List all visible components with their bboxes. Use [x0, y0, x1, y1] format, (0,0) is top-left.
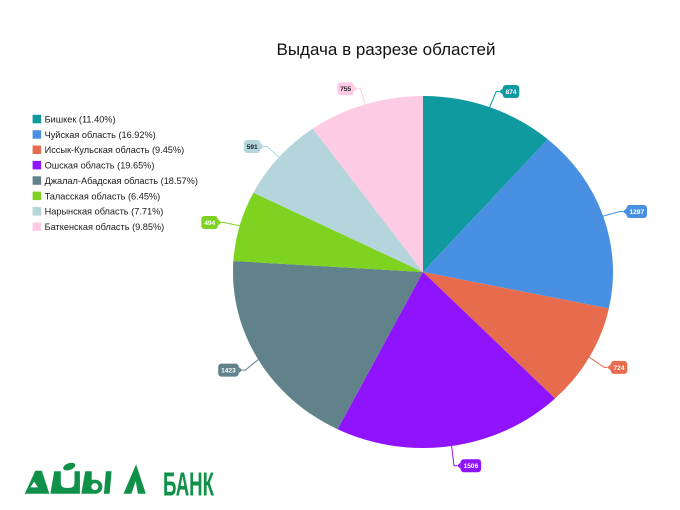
svg-text:1423: 1423	[221, 368, 236, 375]
svg-text:Нарынская область (7.71%): Нарынская область (7.71%)	[45, 207, 164, 217]
svg-text:БАНК: БАНК	[163, 466, 214, 503]
svg-text:755: 755	[340, 86, 351, 93]
svg-text:874: 874	[506, 89, 517, 96]
svg-text:Иссык-Кульская область (9.45%): Иссык-Кульская область (9.45%)	[45, 145, 185, 155]
svg-text:1297: 1297	[629, 209, 644, 216]
svg-text:Выдача в разрезе областей: Выдача в разрезе областей	[276, 40, 495, 59]
svg-text:Баткенская область (9.85%): Баткенская область (9.85%)	[45, 222, 165, 232]
svg-text:1506: 1506	[464, 463, 479, 470]
svg-text:591: 591	[247, 144, 258, 151]
svg-text:Ошская область (19.65%): Ошская область (19.65%)	[45, 161, 155, 171]
svg-text:724: 724	[613, 365, 624, 372]
svg-text:Чуйская область (16.92%): Чуйская область (16.92%)	[45, 130, 156, 140]
svg-text:Таласская область (6.45%): Таласская область (6.45%)	[45, 191, 161, 201]
svg-text:Бишкек (11.40%): Бишкек (11.40%)	[45, 115, 116, 125]
svg-text:Джалал-Абадская область (18.57: Джалал-Абадская область (18.57%)	[45, 176, 198, 186]
svg-text:494: 494	[204, 220, 215, 227]
